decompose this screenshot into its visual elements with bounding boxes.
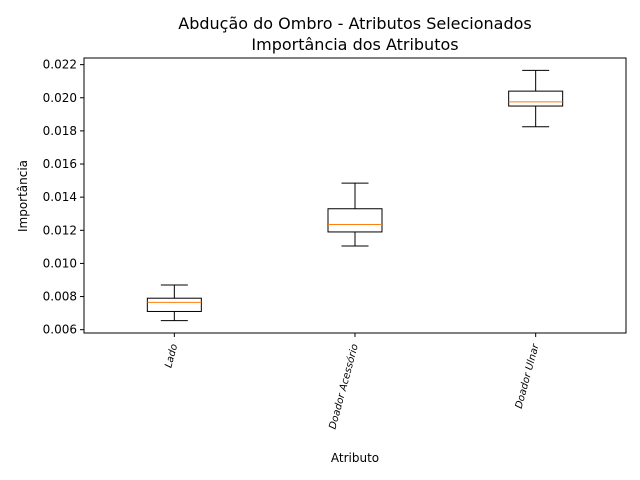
y-tick-label: 0.016 — [43, 157, 77, 171]
x-axis-label: Atributo — [331, 451, 379, 465]
y-axis: 0.006 0.008 0.010 0.012 0.014 0.016 0.018 0.020… — [43, 58, 84, 337]
x-tick-label: Doador Acessório — [327, 343, 361, 431]
y-tick-label: 0.018 — [43, 124, 77, 138]
y-axis-label: Importância — [16, 160, 30, 232]
x-axis: Lado Doador Acessório Doador Ulnar — [163, 333, 542, 431]
y-tick-label: 0.010 — [43, 256, 77, 270]
box-3 — [508, 69, 564, 128]
y-tick-label: 0.014 — [43, 190, 77, 204]
box-1 — [146, 284, 202, 322]
chart-title-line-2: Importância dos Atributos — [251, 35, 458, 54]
y-tick-label: 0.022 — [43, 58, 77, 72]
chart-title-line-1: Abdução do Ombro - Atributos Selecionado… — [178, 14, 532, 33]
iqr-box — [146, 297, 202, 312]
x-tick-label: Lado — [163, 343, 180, 369]
iqr-box — [327, 208, 383, 233]
y-tick-label: 0.012 — [43, 223, 77, 237]
chart-title: Abdução do Ombro - Atributos Selecionado… — [178, 14, 532, 54]
y-tick-label: 0.006 — [43, 323, 77, 337]
y-tick-label: 0.020 — [43, 91, 77, 105]
box-2 — [327, 182, 383, 247]
iqr-box — [508, 90, 564, 107]
plot-area — [146, 69, 564, 322]
y-tick-label: 0.008 — [43, 290, 77, 304]
x-tick-label: Doador Ulnar — [514, 342, 542, 410]
